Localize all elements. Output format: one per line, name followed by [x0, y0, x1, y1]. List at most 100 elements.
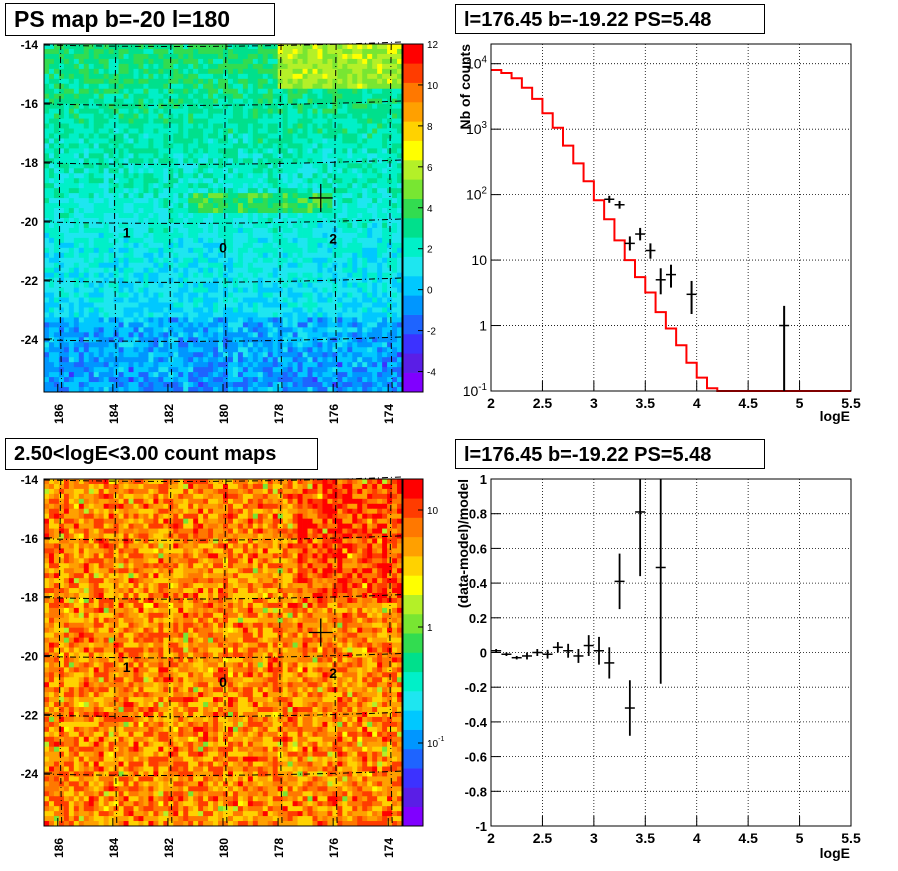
- heatmap-cell: [297, 193, 303, 199]
- heatmap-cell: [337, 178, 343, 184]
- heatmap-cell: [163, 93, 169, 100]
- heatmap-cell: [44, 387, 50, 393]
- heatmap-cell: [198, 237, 204, 244]
- heatmap-cell: [287, 153, 294, 159]
- heatmap-cell: [387, 322, 393, 328]
- heatmap-cell: [357, 118, 363, 124]
- heatmap-cell: [53, 68, 60, 75]
- heatmap-cell: [153, 198, 159, 204]
- heatmap-cell: [93, 178, 100, 184]
- heatmap-cell: [183, 267, 189, 274]
- heatmap-cell: [362, 277, 368, 284]
- heatmap-cell: [257, 143, 264, 149]
- heatmap-cell: [302, 382, 308, 388]
- heatmap-cell: [138, 138, 144, 144]
- heatmap-cell: [163, 382, 169, 388]
- heatmap-cell: [68, 128, 75, 134]
- heatmap-cell: [188, 203, 194, 209]
- heatmap-cell: [153, 272, 159, 279]
- heatmap-cell: [118, 267, 124, 274]
- heatmap-cell: [347, 153, 353, 159]
- heatmap-cell: [257, 213, 264, 219]
- heatmap-cell: [213, 227, 219, 234]
- heatmap-cell: [382, 203, 388, 209]
- heatmap-cell: [352, 153, 358, 159]
- heatmap-cell: [227, 68, 234, 75]
- heatmap-cell: [93, 292, 100, 298]
- heatmap-cell: [392, 73, 398, 80]
- heatmap-cell: [297, 123, 303, 129]
- heatmap-cell: [138, 213, 144, 219]
- heatmap-cell: [252, 282, 259, 288]
- heatmap-cell: [103, 58, 110, 65]
- heatmap-cell: [143, 163, 149, 169]
- heatmap-cell: [63, 188, 70, 194]
- heatmap-cell: [392, 168, 398, 174]
- heatmap-cell: [198, 53, 204, 60]
- heatmap-cell: [332, 222, 338, 229]
- heatmap-cell: [218, 83, 224, 90]
- heatmap-cell: [58, 83, 65, 90]
- heatmap-cell: [173, 282, 179, 288]
- heatmap-cell: [44, 143, 50, 149]
- heatmap-cell: [98, 332, 105, 338]
- heatmap-cell: [322, 153, 328, 159]
- heatmap-cell: [297, 218, 303, 224]
- heatmap-cell: [203, 367, 209, 373]
- heatmap-cell: [223, 138, 229, 144]
- heatmap-cell: [53, 63, 60, 70]
- heatmap-cell: [63, 153, 70, 159]
- heatmap-cell: [232, 138, 239, 144]
- heatmap-cell: [173, 302, 179, 308]
- heatmap-cell: [44, 377, 50, 383]
- heatmap-cell: [168, 372, 174, 378]
- heatmap-cell: [73, 108, 80, 114]
- heatmap-cell: [312, 222, 318, 229]
- heatmap-cell: [237, 362, 244, 368]
- heatmap-cell: [252, 362, 259, 368]
- heatmap-cell: [103, 342, 110, 348]
- heatmap-cell: [108, 222, 115, 229]
- heatmap-cell: [173, 208, 179, 214]
- heatmap-cell: [133, 227, 139, 234]
- heatmap-cell: [138, 178, 144, 184]
- heatmap-cell: [53, 247, 60, 254]
- heatmap-cell: [68, 352, 75, 358]
- heatmap-cell: [98, 267, 105, 274]
- heatmap-cell: [302, 178, 308, 184]
- heatmap-cell: [133, 242, 139, 249]
- heatmap-cell: [103, 377, 110, 383]
- heatmap-cell: [392, 307, 398, 313]
- heatmap-cell: [44, 53, 50, 60]
- heatmap-cell: [123, 123, 129, 129]
- heatmap-cell: [88, 73, 95, 80]
- heatmap-cell: [218, 203, 224, 209]
- heatmap-cell: [242, 78, 249, 85]
- heatmap-cell: [58, 327, 65, 333]
- heatmap-cell: [317, 312, 323, 318]
- heatmap-cell: [73, 342, 80, 348]
- heatmap-cell: [213, 262, 219, 269]
- heatmap-cell: [48, 292, 55, 298]
- heatmap-cell: [93, 193, 100, 199]
- heatmap-cell: [44, 352, 50, 358]
- heatmap-cell: [287, 188, 294, 194]
- heatmap-cell: [232, 148, 239, 154]
- heatmap-cell: [397, 297, 403, 303]
- heatmap-cell: [173, 123, 179, 129]
- heatmap-cell: [153, 168, 159, 174]
- heatmap-cell: [252, 173, 259, 179]
- heatmap-cell: [297, 277, 303, 284]
- heatmap-cell: [362, 83, 368, 90]
- heatmap-cell: [387, 352, 393, 358]
- heatmap-cell: [148, 218, 154, 224]
- heatmap-cell: [58, 163, 65, 169]
- heatmap-cell: [143, 227, 149, 234]
- heatmap-cell: [267, 48, 274, 55]
- heatmap-cell: [282, 193, 289, 199]
- heatmap-cell: [257, 332, 264, 338]
- heatmap-cell: [382, 227, 388, 234]
- heatmap-cell: [322, 352, 328, 358]
- heatmap-cell: [242, 242, 249, 249]
- heatmap-cell: [178, 322, 184, 328]
